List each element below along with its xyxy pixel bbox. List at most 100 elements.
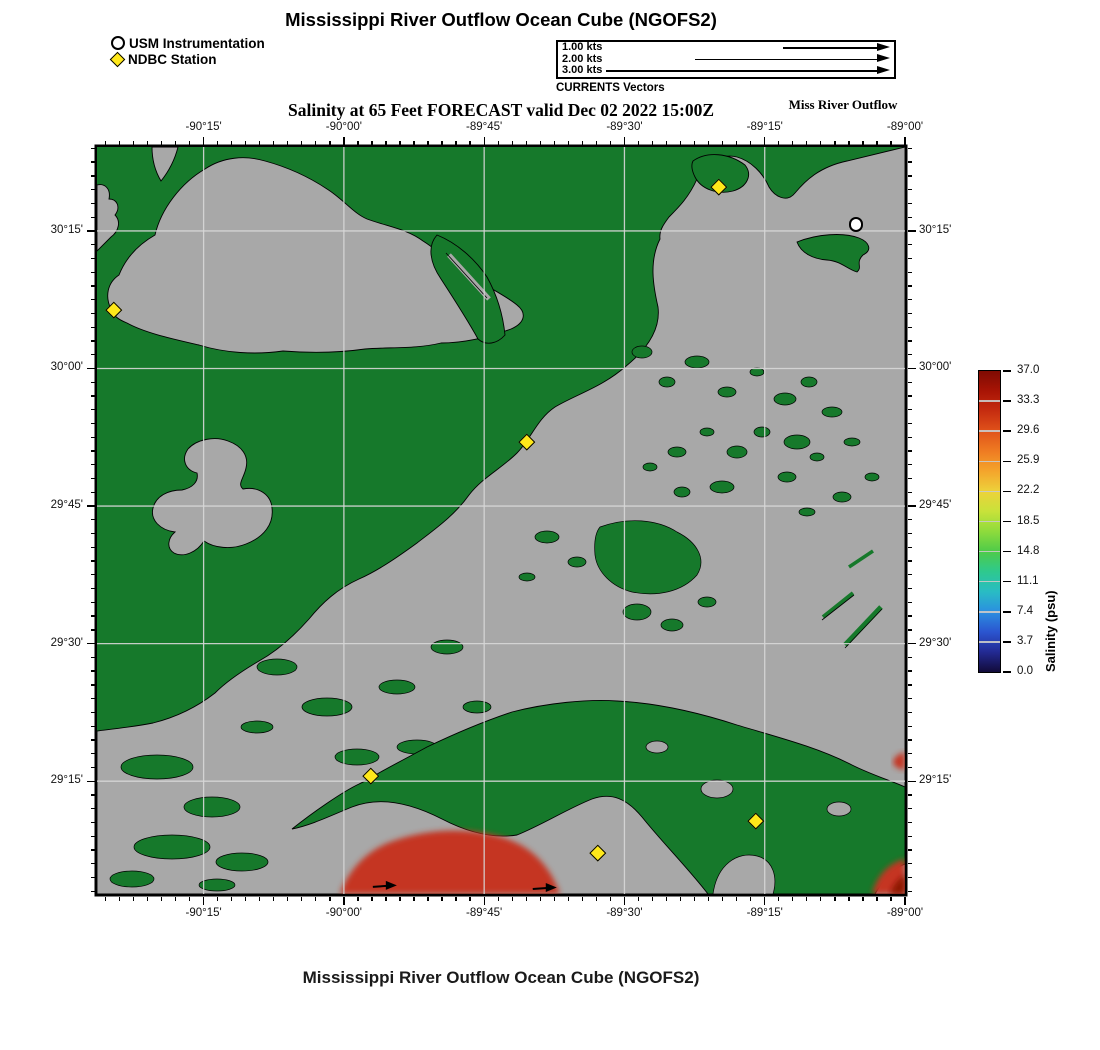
colorbar-tick-label: 22.2 <box>1017 484 1040 497</box>
axis-tick <box>764 136 766 145</box>
axis-tick <box>90 725 95 727</box>
axis-tick <box>834 140 836 145</box>
axis-tick <box>90 821 95 824</box>
axis-tick <box>90 876 95 879</box>
axis-tick <box>806 896 808 901</box>
axis-tick <box>511 896 513 901</box>
colorbar-tick <box>1003 520 1011 523</box>
axis-tick <box>907 532 912 535</box>
axis-tick <box>90 560 95 562</box>
axis-tick <box>907 821 912 824</box>
axis-tick <box>104 896 107 901</box>
axis-tick <box>90 395 95 397</box>
vector-row-1: 1.00 kts <box>558 41 894 54</box>
axis-tick <box>174 140 177 145</box>
axis-tick <box>86 367 95 370</box>
axis-tick <box>86 505 95 507</box>
axis-tick <box>90 326 95 328</box>
vector-label: 2.00 kts <box>562 52 603 65</box>
axis-tick <box>806 140 808 145</box>
axis-tick <box>90 532 95 535</box>
axis-tick <box>736 140 738 145</box>
axis-tick <box>907 450 912 452</box>
vector-label: 1.00 kts <box>562 41 603 53</box>
axis-tick <box>623 896 626 905</box>
salinity-map[interactable]: -90°15' -90°15' -90°00' -90°00' -89°45' -89°4… <box>51 121 952 919</box>
axis-tick <box>90 519 95 521</box>
axis-tick <box>90 835 95 837</box>
axis-tick <box>907 299 912 301</box>
page-title: Mississippi River Outflow Ocean Cube (NG… <box>285 9 717 30</box>
axis-tick <box>146 896 149 901</box>
axis-tick <box>907 326 912 328</box>
axis-tick <box>90 849 95 851</box>
axis-tick <box>581 896 583 901</box>
axis-tick <box>907 285 912 287</box>
axis-tick <box>907 849 912 851</box>
colorbar-tick-label: 11.1 <box>1017 574 1039 587</box>
colorbar-tick-label: 0.0 <box>1017 665 1033 677</box>
axis-tick <box>329 896 331 901</box>
lat-label-right: 29°45' <box>919 499 952 512</box>
axis-tick <box>287 896 289 901</box>
axis-tick <box>90 340 95 342</box>
vector-shaft <box>783 47 878 49</box>
axis-tick <box>371 140 373 145</box>
axis-tick <box>160 896 163 901</box>
axis-tick <box>287 140 289 145</box>
axis-tick <box>202 136 205 145</box>
axis-tick <box>907 863 912 865</box>
axis-tick <box>497 140 499 145</box>
axis-tick <box>90 354 95 356</box>
axis-tick <box>904 896 906 905</box>
axis-tick <box>651 140 654 145</box>
axis-tick <box>907 629 912 631</box>
axis-tick <box>90 175 95 177</box>
legend-item-ndbc: NDBC Station <box>109 51 265 67</box>
axis-tick <box>907 161 912 163</box>
axis-tick <box>792 896 794 901</box>
chandeleur-islands <box>821 549 883 647</box>
axis-tick <box>118 896 121 901</box>
colorbar-tick-line <box>979 641 1000 643</box>
axis-tick <box>90 188 95 191</box>
axis-tick <box>245 896 247 901</box>
usm-instrumentation-marker[interactable] <box>848 217 864 232</box>
vector-label: 3.00 kts <box>562 64 603 77</box>
axis-tick <box>907 354 912 356</box>
axis-tick <box>679 140 682 145</box>
axis-tick <box>907 464 912 466</box>
axis-tick <box>329 140 331 145</box>
axis-tick <box>90 656 95 659</box>
axis-tick <box>86 230 95 232</box>
lon-label-bottom: -89°15' <box>746 907 783 919</box>
axis-tick <box>907 890 912 892</box>
axis-tick <box>188 140 191 145</box>
axis-tick <box>90 477 95 480</box>
colorbar-tick-line <box>979 490 1000 493</box>
axis-tick <box>890 896 892 901</box>
axis-tick <box>834 896 836 901</box>
axis-tick <box>497 896 499 901</box>
barrier-island <box>796 234 870 273</box>
axis-tick <box>357 896 359 901</box>
bay-inlet <box>691 154 749 193</box>
colorbar-tick <box>1003 370 1011 372</box>
vector-row-3: 3.00 kts <box>558 65 894 77</box>
colorbar-tick-line <box>979 460 1000 463</box>
lon-label-bottom: -90°15' <box>185 907 222 919</box>
axis-tick <box>231 140 233 145</box>
lon-label-bottom: -89°00' <box>886 907 924 919</box>
vector-arrowhead-icon <box>877 54 890 63</box>
axis-tick <box>907 670 912 672</box>
currents-vector-legend: 1.00 kts 2.00 kts 3.00 kts <box>556 40 896 79</box>
axis-tick <box>399 140 401 145</box>
legend-label: USM Instrumentation <box>129 35 265 51</box>
axis-tick <box>90 422 95 425</box>
axis-tick <box>848 140 850 145</box>
usm-circle-icon <box>111 36 125 50</box>
axis-tick <box>202 896 205 905</box>
axis-tick <box>174 896 177 901</box>
vector-row-2: 2.00 kts <box>558 52 894 66</box>
colorbar-tick <box>1003 671 1011 673</box>
